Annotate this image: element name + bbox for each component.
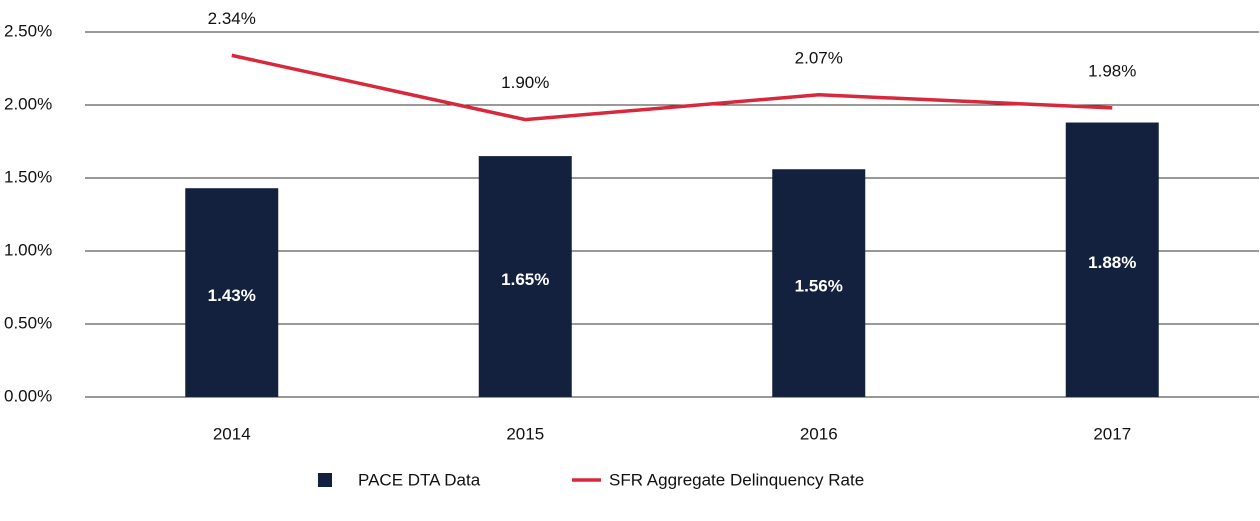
y-tick-label: 0.00% bbox=[4, 386, 52, 405]
line-value-label: 1.90% bbox=[501, 73, 549, 92]
x-tick-label: 2017 bbox=[1093, 424, 1131, 443]
line-value-label: 1.98% bbox=[1088, 61, 1136, 80]
line-value-label: 2.07% bbox=[795, 48, 843, 67]
y-tick-label: 0.50% bbox=[4, 313, 52, 332]
x-tick-label: 2016 bbox=[800, 424, 838, 443]
bar-value-label: 1.43% bbox=[208, 286, 256, 305]
line bbox=[231, 53, 1113, 122]
x-tick-label: 2014 bbox=[213, 424, 251, 443]
x-tick-label: 2015 bbox=[506, 424, 544, 443]
legend-label: PACE DTA Data bbox=[358, 470, 481, 489]
line-value-label: 2.34% bbox=[208, 9, 256, 28]
bar bbox=[772, 169, 866, 397]
y-tick-label: 1.00% bbox=[4, 240, 52, 259]
bar-value-label: 1.65% bbox=[501, 270, 549, 289]
bar bbox=[185, 188, 279, 397]
bar bbox=[478, 156, 572, 397]
y-tick-label: 2.00% bbox=[4, 94, 52, 113]
legend-swatch bbox=[318, 473, 332, 487]
bar bbox=[1065, 122, 1159, 398]
y-tick-label: 2.50% bbox=[4, 21, 52, 40]
y-tick-label: 1.50% bbox=[4, 167, 52, 186]
legend-label: SFR Aggregate Delinquency Rate bbox=[609, 470, 864, 489]
bar-value-label: 1.56% bbox=[795, 277, 843, 296]
bar-value-label: 1.88% bbox=[1088, 253, 1136, 272]
